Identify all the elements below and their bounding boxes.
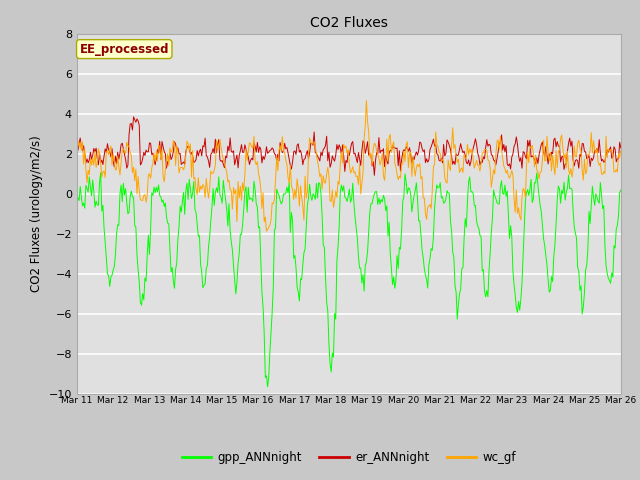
er_ANNnight <box>617 145 625 151</box>
Text: EE_processed: EE_processed <box>79 43 169 56</box>
wc_gf <box>303 189 311 194</box>
gpp_ANNnight <box>569 208 577 214</box>
gpp_ANNnight <box>97 170 104 176</box>
Title: CO2 Fluxes: CO2 Fluxes <box>310 16 388 30</box>
er_ANNnight <box>371 172 378 178</box>
wc_gf <box>569 166 577 172</box>
Line: er_ANNnight: er_ANNnight <box>77 117 621 175</box>
wc_gf <box>262 228 270 234</box>
wc_gf <box>73 148 81 154</box>
gpp_ANNnight <box>243 209 251 215</box>
er_ANNnight <box>73 148 81 154</box>
wc_gf <box>380 173 387 179</box>
er_ANNnight <box>243 151 251 156</box>
er_ANNnight <box>380 146 387 152</box>
gpp_ANNnight <box>475 225 483 231</box>
er_ANNnight <box>475 154 483 159</box>
wc_gf <box>406 151 413 156</box>
Line: gpp_ANNnight: gpp_ANNnight <box>77 173 621 387</box>
gpp_ANNnight <box>380 192 387 198</box>
wc_gf <box>617 147 625 153</box>
wc_gf <box>363 98 371 104</box>
wc_gf <box>242 146 250 152</box>
Legend: gpp_ANNnight, er_ANNnight, wc_gf: gpp_ANNnight, er_ANNnight, wc_gf <box>177 446 520 469</box>
gpp_ANNnight <box>73 192 81 197</box>
er_ANNnight <box>303 148 311 154</box>
er_ANNnight <box>130 114 138 120</box>
Line: wc_gf: wc_gf <box>77 101 621 231</box>
gpp_ANNnight <box>305 195 312 201</box>
Y-axis label: CO2 Fluxes (urology/m2/s): CO2 Fluxes (urology/m2/s) <box>30 135 43 292</box>
gpp_ANNnight <box>406 186 413 192</box>
gpp_ANNnight <box>617 187 625 193</box>
er_ANNnight <box>569 157 577 163</box>
gpp_ANNnight <box>264 384 271 390</box>
wc_gf <box>475 163 483 168</box>
er_ANNnight <box>406 145 413 151</box>
